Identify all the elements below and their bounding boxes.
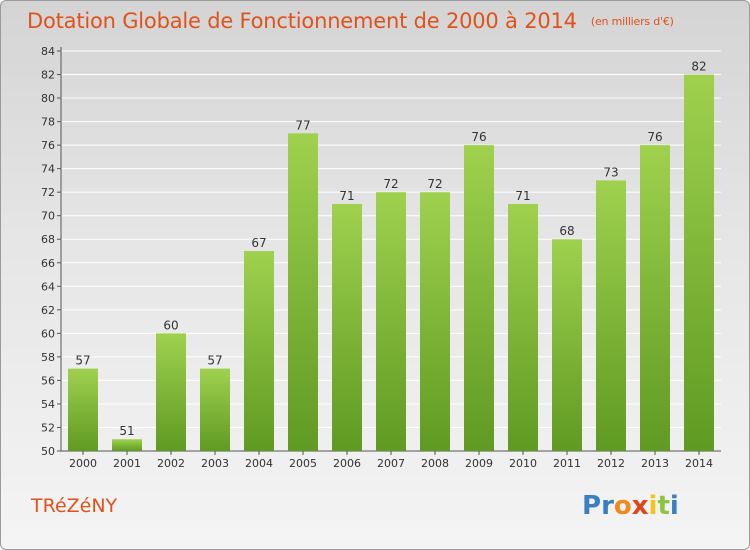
bar-2013 [640, 145, 670, 451]
logo-letter: r [601, 491, 614, 521]
bar-2003 [200, 368, 230, 451]
bar-2006 [332, 203, 362, 451]
value-label-2002: 60 [163, 318, 178, 332]
y-tick-label: 84 [41, 45, 55, 58]
value-label-2010: 71 [515, 189, 530, 203]
value-label-2003: 57 [207, 354, 222, 368]
logo-letter: i [648, 491, 658, 521]
bar-2009 [464, 145, 494, 451]
logo-letter: P [582, 491, 602, 521]
value-label-2013: 76 [647, 130, 662, 144]
y-tick-label: 60 [41, 327, 55, 340]
logo-letter: i [669, 491, 679, 521]
x-tick-label-2001: 2001 [113, 457, 141, 470]
proxiti-logo: Proxiti [582, 491, 679, 521]
value-label-2009: 76 [471, 130, 486, 144]
bar-2011 [552, 239, 582, 451]
x-tick-label-2013: 2013 [641, 457, 669, 470]
x-tick-label-2006: 2006 [333, 457, 361, 470]
commune-name: TRéZéNY [31, 495, 118, 517]
value-label-2007: 72 [383, 177, 398, 191]
y-tick-label: 82 [41, 69, 55, 82]
unit-note: (en milliers d'€) [590, 15, 674, 28]
y-tick-label: 78 [41, 116, 55, 129]
bar-2007 [376, 192, 406, 452]
value-label-2001: 51 [119, 424, 134, 438]
y-tick-label: 76 [41, 139, 55, 152]
value-label-2000: 57 [75, 354, 90, 368]
x-tick-label-2007: 2007 [377, 457, 405, 470]
y-tick-label: 52 [41, 421, 55, 434]
value-label-2014: 82 [691, 60, 706, 74]
bar-2014 [684, 74, 714, 451]
y-tick-label: 70 [41, 210, 55, 223]
value-label-2011: 68 [559, 224, 574, 238]
bar-2008 [420, 192, 450, 452]
y-tick-label: 58 [41, 351, 55, 364]
chart-title: Dotation Globale de Fonctionnement de 20… [27, 9, 674, 33]
chart-title-text: Dotation Globale de Fonctionnement de 20… [27, 9, 577, 33]
y-tick-label: 50 [41, 445, 55, 458]
x-tick-label-2012: 2012 [597, 457, 625, 470]
x-tick-label-2011: 2011 [553, 457, 581, 470]
bar-2000 [68, 368, 98, 451]
x-tick-label-2008: 2008 [421, 457, 449, 470]
bar-2012 [596, 180, 626, 452]
logo-letter: o [613, 491, 632, 521]
x-tick-label-2003: 2003 [201, 457, 229, 470]
y-tick-label: 66 [41, 257, 55, 270]
y-tick-label: 68 [41, 233, 55, 246]
value-label-2004: 67 [251, 236, 266, 250]
y-tick-label: 62 [41, 304, 55, 317]
y-tick-label: 80 [41, 92, 55, 105]
bar-layer [68, 74, 714, 452]
y-tick-label: 72 [41, 186, 55, 199]
x-tick-label-2000: 2000 [69, 457, 97, 470]
value-label-2006: 71 [339, 189, 354, 203]
x-tick-label-2010: 2010 [509, 457, 537, 470]
bar-2002 [156, 333, 186, 451]
y-tick-label: 64 [41, 280, 55, 293]
x-tick-label-2004: 2004 [245, 457, 273, 470]
y-tick-label: 54 [41, 398, 55, 411]
x-tick-label-2009: 2009 [465, 457, 493, 470]
y-tick-label: 56 [41, 374, 55, 387]
value-label-2005: 77 [295, 118, 310, 132]
x-tick-label-2002: 2002 [157, 457, 185, 470]
value-label-2008: 72 [427, 177, 442, 191]
bar-2004 [244, 251, 274, 451]
bar-2010 [508, 203, 538, 451]
bar-2005 [288, 133, 318, 451]
bar-2001 [112, 439, 142, 451]
label-layer: 57 51 60 57 67 77 71 72 72 76 71 68 73 76 82 [75, 60, 706, 439]
x-tick-label-2014: 2014 [685, 457, 713, 470]
logo-letter: t [657, 491, 670, 521]
x-tick-label-2005: 2005 [289, 457, 317, 470]
logo-letter: x [631, 491, 649, 521]
value-label-2012: 73 [603, 165, 618, 179]
y-tick-label: 74 [41, 163, 55, 176]
